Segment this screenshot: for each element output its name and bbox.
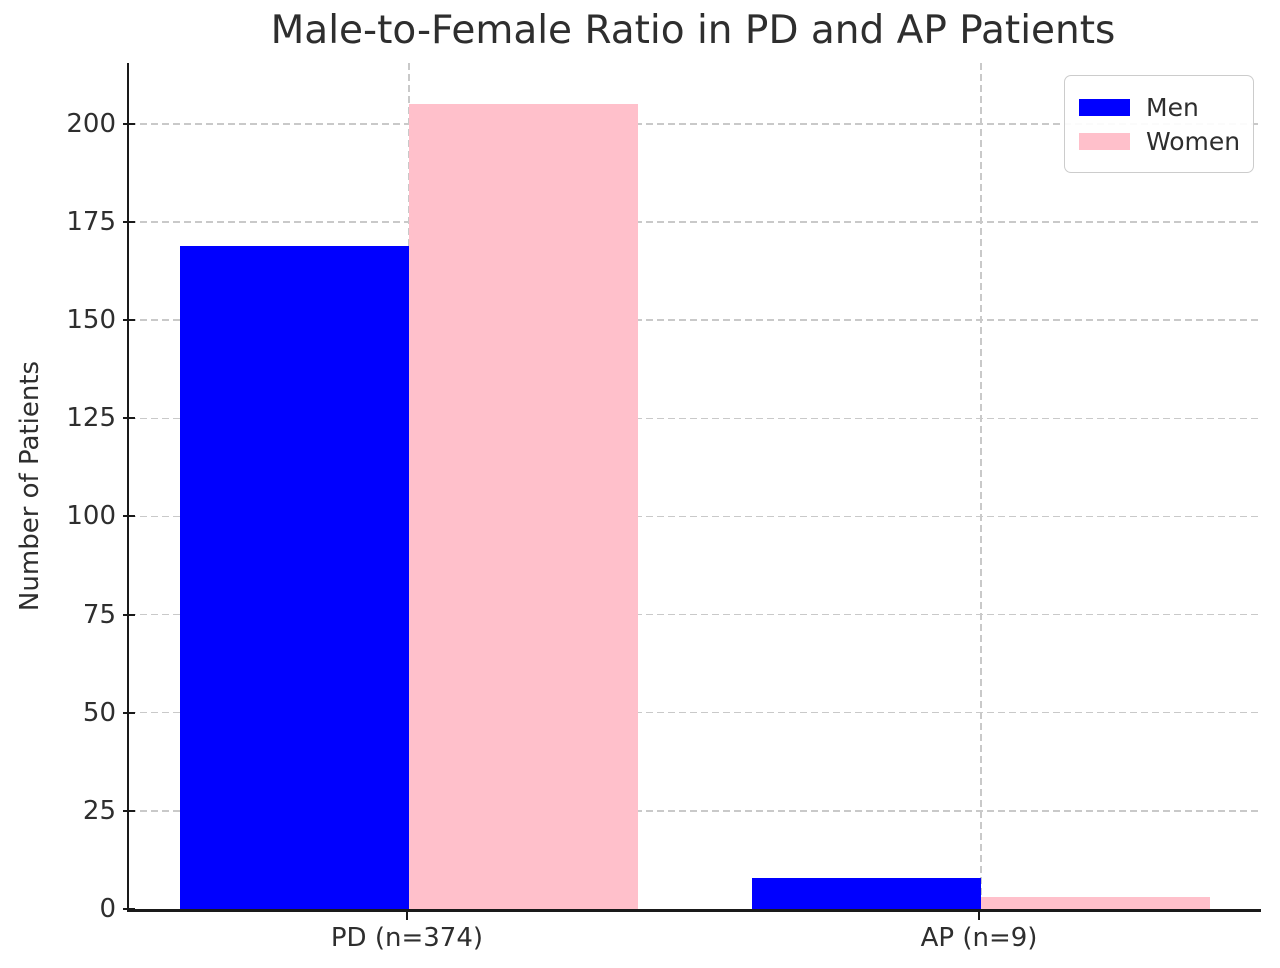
y-gridline: [129, 711, 1261, 714]
legend-label: Women: [1146, 126, 1241, 156]
bar-men-ap: [752, 877, 982, 909]
x-tick-label: PD (n=374): [330, 923, 483, 953]
legend: Men Women: [1064, 75, 1254, 173]
x-tick-mark: [978, 912, 981, 920]
y-gridline: [129, 221, 1261, 223]
legend-entries: Men Women: [1079, 92, 1241, 156]
y-tick-label: 75: [82, 599, 116, 630]
plot-area: Men Women: [127, 63, 1261, 912]
y-gridline: [129, 123, 1261, 125]
y-tick-label: 125: [66, 403, 116, 434]
y-gridline: [129, 613, 1261, 616]
y-gridline: [129, 319, 1261, 321]
men-swatch: [1079, 98, 1130, 116]
legend-label: Men: [1146, 92, 1199, 122]
y-tick-mark: [123, 319, 135, 322]
bar-women-ap: [981, 897, 1211, 909]
y-tick-mark: [123, 711, 135, 714]
y-tick-mark: [123, 908, 135, 910]
y-tick-label: 150: [66, 305, 116, 336]
x-gridline: [980, 63, 982, 909]
y-tick-label: 100: [66, 501, 116, 532]
legend-entry-men: Men: [1079, 92, 1239, 122]
bar-men-pd: [179, 245, 409, 909]
y-tick-label: 25: [82, 795, 116, 826]
chart-title: Male-to-Female Ratio in PD and AP Patien…: [270, 8, 1116, 53]
legend-entry-women: Women: [1079, 126, 1241, 156]
y-gridline: [129, 417, 1261, 420]
y-tick-mark: [123, 122, 135, 125]
y-tick-mark: [123, 417, 135, 420]
y-gridline: [129, 515, 1261, 518]
x-tick-label: AP (n=9): [920, 923, 1038, 953]
y-tick-label: 50: [82, 697, 116, 728]
y-tick-label: 200: [66, 108, 116, 139]
y-tick-mark: [123, 220, 135, 223]
y-tick-label: 0: [99, 894, 116, 924]
y-axis-label: Number of Patients: [15, 360, 45, 612]
y-tick-mark: [123, 809, 135, 812]
bar-women-pd: [408, 104, 638, 909]
women-swatch: [1079, 132, 1130, 150]
y-tick-label: 175: [66, 206, 116, 237]
x-tick-mark: [405, 912, 408, 920]
y-gridline: [129, 810, 1261, 812]
y-tick-mark: [123, 515, 135, 518]
y-tick-mark: [123, 613, 135, 616]
